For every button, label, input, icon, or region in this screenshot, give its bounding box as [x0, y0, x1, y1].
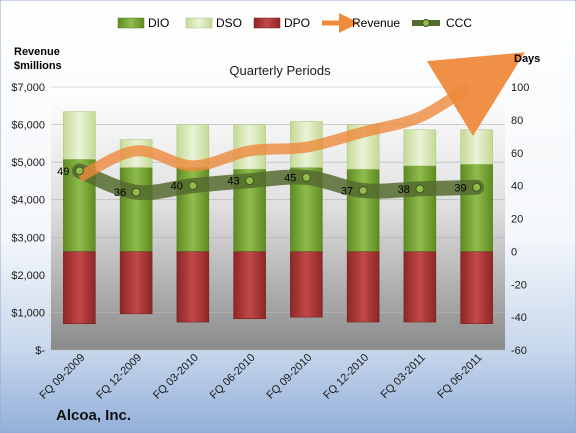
ccc-point [74, 166, 84, 176]
left-tick-label: $3,000 [11, 232, 45, 244]
legend-label-dso: DSO [216, 16, 242, 30]
ccc-point [415, 184, 425, 194]
left-tick-label: $1,000 [11, 307, 45, 319]
left-tick-label: $6,000 [11, 120, 45, 132]
left-axis-title-line1: Revenue [14, 46, 60, 58]
left-tick-label: $4,000 [11, 195, 45, 207]
right-tick-label: -40 [511, 312, 527, 324]
right-tick-label: 40 [511, 181, 523, 193]
bar-dpo [346, 251, 380, 323]
bar-dpo [63, 251, 96, 324]
ccc-point [301, 172, 311, 182]
legend-swatch-dso [185, 17, 213, 29]
bar-dpo [460, 251, 493, 324]
company-name: Alcoa, Inc. [56, 407, 131, 424]
legend: DIO DSO DPO Revenue CCC [117, 13, 472, 33]
ccc-data-label: 45 [284, 172, 296, 184]
ccc-point [188, 181, 198, 191]
legend-label-dpo: DPO [284, 16, 310, 30]
left-tick-label: $7,000 [11, 82, 45, 94]
legend-label-revenue: Revenue [352, 16, 400, 30]
bar-dso [460, 129, 493, 165]
legend-item-dio: DIO [117, 16, 169, 30]
legend-swatch-dio [117, 17, 145, 29]
right-tick-label: 100 [511, 82, 529, 94]
ccc-data-label: 40 [171, 181, 183, 193]
ccc-data-label: 37 [341, 186, 353, 198]
chart-title: Quarterly Periods [229, 63, 331, 78]
ccc-data-label: 39 [454, 182, 466, 194]
right-axis-ticks: -60 -40 -20 0 20 40 60 80 100 [511, 82, 529, 357]
ccc-point [358, 186, 368, 196]
ccc-data-label: 38 [398, 184, 410, 196]
right-tick-label: 80 [511, 115, 523, 127]
legend-swatch-ccc-marker [422, 19, 430, 27]
bar-dpo [403, 251, 437, 323]
left-axis-ticks: $- $1,000 $2,000 $3,000 $4,000 $5,000 $6,000 $7… [11, 82, 45, 357]
bar-dio [346, 168, 380, 252]
ccc-markers: 49 36 40 43 45 37 38 39 [57, 166, 482, 199]
plot-area [51, 87, 505, 350]
revenue-line [76, 52, 525, 183]
bar-dso [403, 129, 437, 167]
right-tick-label: 20 [511, 214, 523, 226]
right-axis-title: Days [514, 53, 540, 65]
right-tick-label: -20 [511, 279, 527, 291]
ccc-data-label: 49 [57, 166, 69, 178]
bar-dso [63, 111, 96, 160]
ccc-point [245, 176, 255, 186]
ccc-line [71, 163, 485, 201]
bar-dpo [233, 251, 266, 320]
bar-dpo [176, 251, 210, 323]
left-axis-title-line2: $millions [14, 60, 62, 72]
legend-item-dso: DSO [185, 16, 242, 30]
bar-dio [403, 165, 437, 252]
legend-item-dpo: DPO [253, 16, 310, 30]
ccc-point [131, 187, 141, 197]
left-tick-label: $2,000 [11, 270, 45, 282]
bar-dio [119, 167, 153, 252]
legend-swatch-dpo [253, 17, 281, 29]
right-tick-label: -60 [511, 345, 527, 357]
lines [71, 52, 525, 201]
ccc-point [472, 182, 482, 192]
left-tick-label: $- [35, 345, 45, 357]
bar-dio [460, 164, 493, 252]
bar-dpo [290, 251, 323, 318]
legend-item-ccc: CCC [412, 16, 472, 30]
bar-dpo [119, 251, 153, 315]
ccc-data-label: 36 [114, 187, 126, 199]
legend-label-dio: DIO [148, 16, 169, 30]
left-tick-label: $5,000 [11, 157, 45, 169]
ccc-data-label: 43 [227, 176, 239, 188]
legend-label-ccc: CCC [446, 16, 472, 30]
right-tick-label: 0 [511, 246, 517, 258]
legend-item-revenue: Revenue [322, 13, 400, 33]
right-tick-label: 60 [511, 148, 523, 160]
